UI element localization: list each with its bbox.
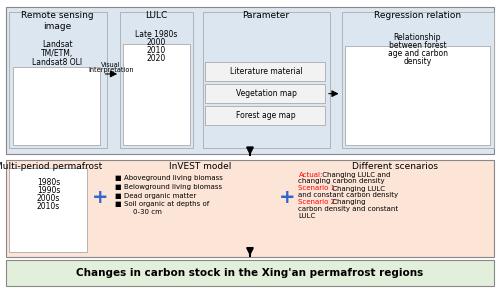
Text: between forest: between forest — [388, 41, 446, 50]
Text: carbon density and constant: carbon density and constant — [298, 206, 398, 212]
FancyBboxPatch shape — [345, 46, 490, 145]
Text: Late 1980s: Late 1980s — [135, 30, 177, 39]
FancyBboxPatch shape — [12, 67, 100, 145]
Text: Actual:: Actual: — [298, 172, 323, 177]
FancyBboxPatch shape — [6, 260, 494, 286]
Text: LULC: LULC — [145, 11, 167, 21]
Text: 1990s: 1990s — [37, 186, 60, 195]
Text: ■: ■ — [114, 184, 120, 190]
Text: LULC: LULC — [298, 213, 316, 219]
FancyBboxPatch shape — [9, 168, 86, 252]
FancyBboxPatch shape — [122, 44, 190, 145]
Text: Remote sensing: Remote sensing — [21, 11, 94, 21]
Text: Scenario 1:: Scenario 1: — [298, 186, 338, 191]
Text: Parameter: Parameter — [242, 11, 290, 21]
Text: Dead organic matter: Dead organic matter — [124, 193, 196, 199]
Text: Multi-period permafrost: Multi-period permafrost — [0, 162, 102, 171]
Text: Soil organic at depths of: Soil organic at depths of — [124, 202, 209, 207]
Text: Changes in carbon stock in the Xing'an permafrost regions: Changes in carbon stock in the Xing'an p… — [76, 268, 424, 278]
Text: Visual: Visual — [101, 62, 121, 68]
Text: 2010s: 2010s — [37, 202, 60, 211]
FancyBboxPatch shape — [342, 12, 494, 148]
FancyBboxPatch shape — [6, 160, 494, 257]
Text: Changing: Changing — [330, 200, 366, 205]
Text: Changing LULC and: Changing LULC and — [320, 172, 390, 177]
Text: age and carbon: age and carbon — [388, 49, 448, 58]
Text: Belowground living biomass: Belowground living biomass — [124, 184, 222, 190]
Text: InVEST model: InVEST model — [169, 162, 231, 171]
Text: 2020: 2020 — [146, 54, 166, 63]
Text: ■: ■ — [114, 193, 120, 199]
Text: 2000: 2000 — [146, 38, 166, 47]
Text: Different scenarios: Different scenarios — [352, 162, 438, 171]
FancyBboxPatch shape — [202, 12, 330, 148]
FancyBboxPatch shape — [205, 106, 325, 125]
Text: ■: ■ — [114, 202, 120, 207]
FancyBboxPatch shape — [9, 12, 106, 148]
Text: 2000s: 2000s — [37, 194, 60, 203]
Text: 2010: 2010 — [146, 46, 166, 55]
Text: TM/ETM,: TM/ETM, — [42, 49, 74, 58]
Text: Landsat8 OLI: Landsat8 OLI — [32, 58, 82, 68]
Text: Forest age map: Forest age map — [236, 111, 296, 120]
Text: Changing LULC: Changing LULC — [330, 186, 385, 191]
Text: Aboveground living biomass: Aboveground living biomass — [124, 175, 223, 181]
Text: interpretation: interpretation — [88, 67, 134, 73]
Text: changing carbon density: changing carbon density — [298, 178, 385, 184]
FancyBboxPatch shape — [205, 62, 325, 81]
Text: +: + — [279, 188, 296, 207]
Text: density: density — [404, 57, 431, 66]
Text: +: + — [92, 188, 108, 207]
FancyBboxPatch shape — [120, 12, 192, 148]
Text: 1980s: 1980s — [37, 178, 60, 187]
Text: Scenario 2:: Scenario 2: — [298, 200, 338, 205]
FancyBboxPatch shape — [6, 7, 494, 154]
Text: 0-30 cm: 0-30 cm — [133, 209, 162, 215]
Text: image: image — [44, 21, 72, 31]
Text: ■: ■ — [114, 175, 120, 181]
Text: Relationship: Relationship — [394, 33, 442, 42]
Text: Literature material: Literature material — [230, 67, 302, 77]
Text: and constant carbon density: and constant carbon density — [298, 192, 398, 198]
FancyBboxPatch shape — [205, 84, 325, 103]
Text: Landsat: Landsat — [42, 40, 73, 50]
Text: Regression relation: Regression relation — [374, 11, 461, 21]
Text: Vegetation map: Vegetation map — [236, 89, 296, 98]
